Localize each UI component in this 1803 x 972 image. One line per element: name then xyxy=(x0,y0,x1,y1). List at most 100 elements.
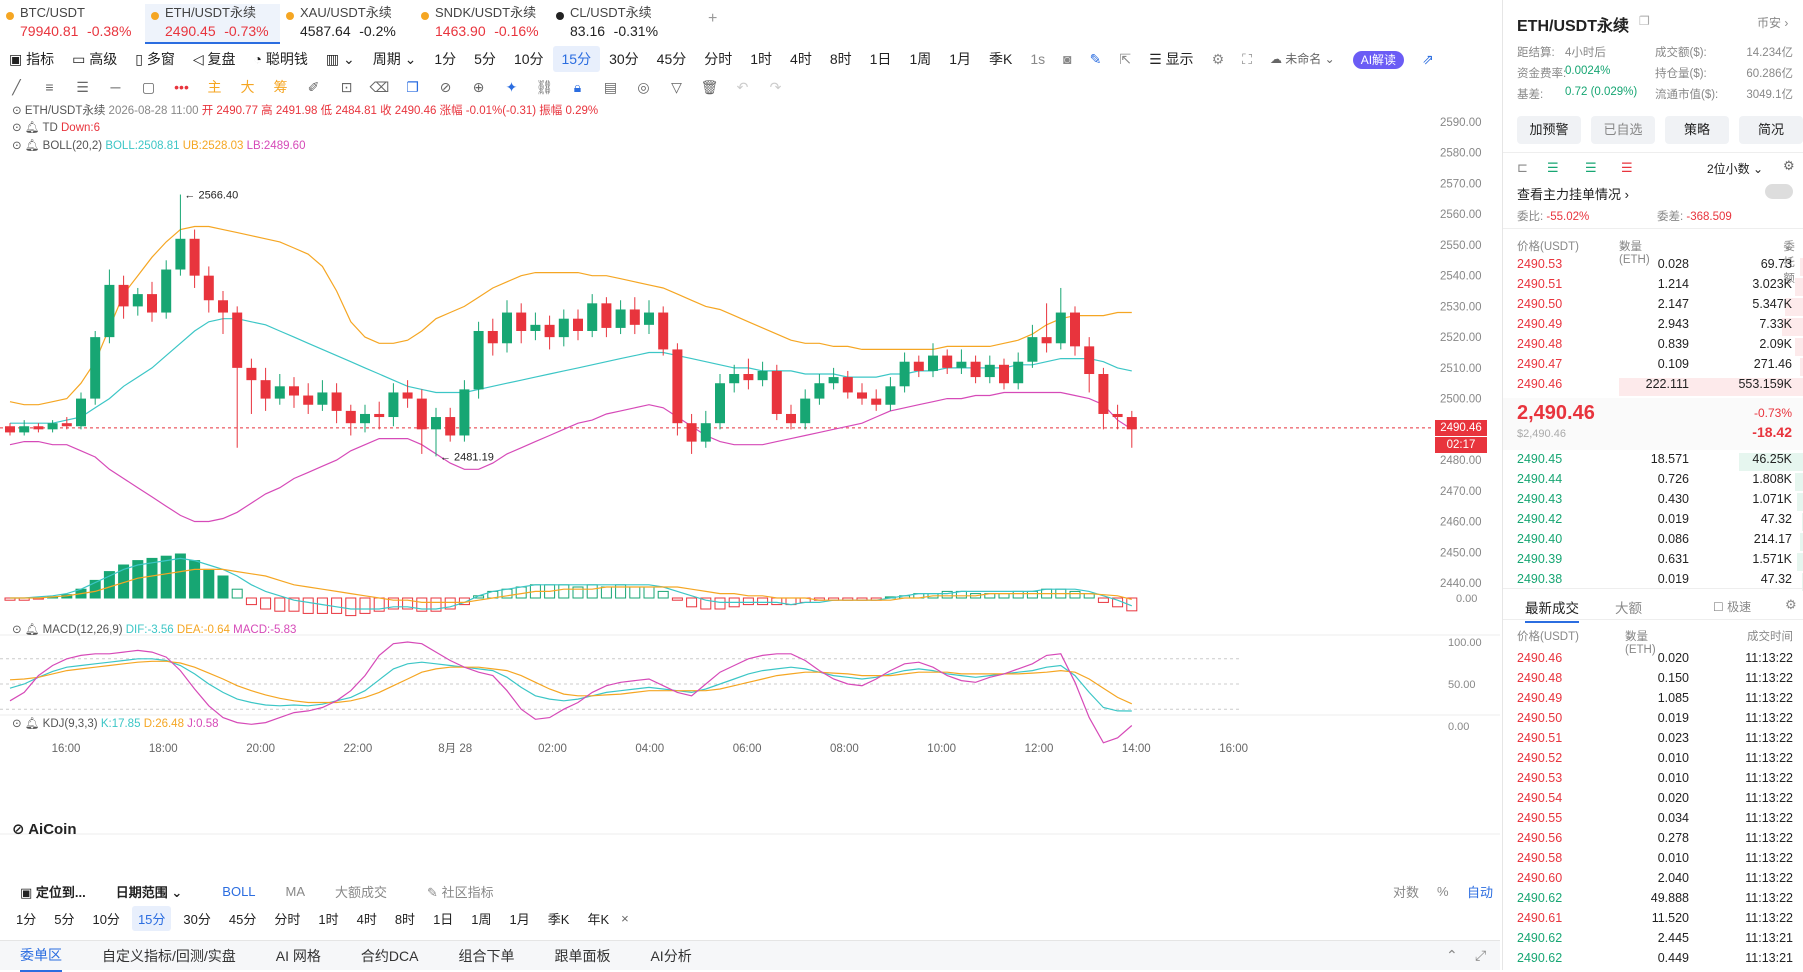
ticker-tab-sndk[interactable]: SNDK/USDT永续 1463.90 -0.16% xyxy=(415,4,550,44)
auto-scale-button[interactable]: 自动 xyxy=(1467,884,1494,900)
strategy-button[interactable]: 策略 xyxy=(1665,116,1729,144)
bottom-period-1[interactable]: 5分 xyxy=(54,911,75,927)
bottom-period-4[interactable]: 30分 xyxy=(183,911,211,927)
collapse-icon[interactable]: ⊙ xyxy=(12,122,22,134)
bottom-period-5[interactable]: 45分 xyxy=(228,911,257,927)
ticker-tab-xau[interactable]: XAU/USDT永续 4587.64 -0.2% xyxy=(280,4,415,44)
period-1mo[interactable]: 1月 xyxy=(949,51,972,67)
period-30m[interactable]: 30分 xyxy=(609,51,639,67)
ask-row[interactable]: 2490.53 0.028 69.73 xyxy=(1503,257,1803,277)
ob-view-icon[interactable]: ⊏ xyxy=(1517,160,1528,175)
panel-tab-2[interactable]: AI 网格 xyxy=(275,947,321,964)
pen-icon[interactable]: ✎ xyxy=(1089,51,1102,67)
expand-panel-icon[interactable]: ⤢ xyxy=(1475,947,1487,963)
bell-icon[interactable]: 🔔︎ xyxy=(24,140,40,152)
chart-type-button[interactable]: ▥ ⌄ xyxy=(325,51,355,67)
filter-icon[interactable]: ▽ xyxy=(671,78,682,95)
bottom-period-3[interactable]: 15分 xyxy=(131,905,172,931)
multi-window-button[interactable]: ▯ 多窗 xyxy=(135,51,175,67)
redo-icon[interactable]: ↷ xyxy=(769,78,782,95)
brush-icon[interactable]: ✐ xyxy=(307,78,320,95)
settings-icon[interactable]: ⚙ xyxy=(1785,597,1797,612)
measure-icon[interactable]: ⊡ xyxy=(340,78,353,95)
period-10m[interactable]: 10分 xyxy=(513,51,544,67)
period-timeline[interactable]: 分时 xyxy=(704,51,733,67)
template-icon[interactable]: ▤ xyxy=(603,78,618,95)
ticker-tab-cl[interactable]: CL/USDT永续 83.16 -0.31% xyxy=(550,4,685,44)
tab-latest-trades[interactable]: 最新成交 xyxy=(1525,597,1579,623)
overview-button[interactable]: 简况 xyxy=(1739,116,1803,144)
indicator-button[interactable]: ▣ 指标 xyxy=(9,51,55,67)
main-orders-link[interactable]: 查看主力挂单情况 › xyxy=(1517,187,1629,202)
bell-icon[interactable]: 🔔︎ xyxy=(24,122,40,134)
close-icon[interactable]: × xyxy=(621,910,629,926)
dots-tool-icon[interactable]: ••• xyxy=(174,79,189,95)
ai-interpret-button[interactable]: AI解读 xyxy=(1344,46,1413,72)
parallel-tool-icon[interactable]: ≡ xyxy=(45,79,54,95)
hide-icon[interactable]: ◎ xyxy=(637,78,650,95)
fullscreen-icon[interactable]: ⛶ xyxy=(1242,51,1252,67)
panel-tab-4[interactable]: 组合下单 xyxy=(458,947,515,964)
period-1d[interactable]: 1日 xyxy=(869,51,892,67)
bottom-period-11[interactable]: 1周 xyxy=(471,911,492,927)
watchlist-button[interactable]: 已自选 xyxy=(1591,116,1655,144)
ask-row[interactable]: 2490.49 2.943 7.33K xyxy=(1503,317,1803,337)
camera-icon[interactable]: ◙ xyxy=(1063,51,1072,67)
delete-icon[interactable]: 🗑︎ xyxy=(700,78,719,95)
add-alert-button[interactable]: 加预警 xyxy=(1517,116,1581,144)
ask-row[interactable]: 2490.50 2.147 5.347K xyxy=(1503,297,1803,317)
settings-icon[interactable]: ⚙ xyxy=(1783,158,1795,173)
period-dropdown[interactable]: 周期 ⌄ xyxy=(372,51,417,67)
panel-tab-6[interactable]: AI分析 xyxy=(650,947,692,964)
bottom-period-14[interactable]: 年K xyxy=(587,911,610,927)
period-45m[interactable]: 45分 xyxy=(656,51,687,67)
bid-row[interactable]: 2490.42 0.019 47.32 xyxy=(1503,512,1803,532)
bottom-period-2[interactable]: 10分 xyxy=(92,911,120,927)
ruler-icon[interactable]: ⊘ xyxy=(439,78,452,95)
bid-row[interactable]: 2490.40 0.086 214.17 xyxy=(1503,532,1803,552)
collapse-icon[interactable]: ⊙ xyxy=(12,624,22,636)
bottom-period-6[interactable]: 分时 xyxy=(274,911,301,927)
decimals-dropdown[interactable]: 2位小数 ⌄ xyxy=(1707,162,1764,176)
panel-tab-1[interactable]: 自定义指标/回测/实盘 xyxy=(102,947,236,964)
zoom-icon[interactable]: ⊕ xyxy=(472,78,485,95)
period-quarter[interactable]: 季K xyxy=(989,51,1013,67)
tab-boll[interactable]: BOLL xyxy=(222,883,256,899)
ask-row[interactable]: 2490.47 0.109 271.46 xyxy=(1503,357,1803,377)
settings-icon[interactable]: ⚙ xyxy=(1211,51,1225,67)
main-orders-toggle[interactable] xyxy=(1765,184,1793,199)
undo-icon[interactable]: ↶ xyxy=(736,78,749,95)
replay-button[interactable]: ◁ 复盘 xyxy=(192,51,236,67)
collapse-panel-icon[interactable]: ⌃ xyxy=(1446,947,1458,963)
rectangle-icon[interactable]: ▢ xyxy=(141,78,156,95)
period-8h[interactable]: 8时 xyxy=(829,51,852,67)
collapse-icon[interactable]: ⊙ xyxy=(12,105,22,117)
seconds-button[interactable]: 1s xyxy=(1030,51,1046,67)
ob-asks-icon[interactable]: ☰ xyxy=(1621,160,1633,175)
bottom-period-10[interactable]: 1日 xyxy=(433,911,454,927)
date-range-dropdown[interactable]: 日期范围 ⌄ xyxy=(115,884,183,900)
ob-header-qty[interactable]: 数量 (ETH) ⌄ xyxy=(1619,240,1650,266)
panel-tab-0[interactable]: 委单区 xyxy=(20,940,62,972)
collapse-icon[interactable]: ⊙ xyxy=(12,140,22,152)
layout-name-dropdown[interactable]: ☁ 未命名 ⌄ xyxy=(1269,52,1335,66)
bottom-period-9[interactable]: 8时 xyxy=(394,911,416,927)
panel-tab-5[interactable]: 跟单面板 xyxy=(554,947,611,964)
ask-row[interactable]: 2490.48 0.839 2.09K xyxy=(1503,337,1803,357)
chip-tool-icon[interactable]: 筹 xyxy=(273,79,288,95)
big-tool-icon[interactable]: 大 xyxy=(240,79,255,95)
period-4h[interactable]: 4时 xyxy=(790,51,812,67)
bell-icon[interactable]: 🔔︎ xyxy=(24,624,40,636)
magnet-icon[interactable]: ✦ xyxy=(505,78,518,95)
community-indicators-button[interactable]: ✎ 社区指标 xyxy=(427,884,494,900)
bottom-period-8[interactable]: 4时 xyxy=(356,911,377,927)
ask-row[interactable]: 2490.46 222.111 553.159K xyxy=(1503,377,1803,397)
period-5m[interactable]: 5分 xyxy=(474,51,496,67)
bid-row[interactable]: 2490.38 0.019 47.32 xyxy=(1503,572,1803,592)
percent-scale-button[interactable]: % xyxy=(1437,883,1449,899)
tab-ma[interactable]: MA xyxy=(285,883,306,899)
panel-tab-3[interactable]: 合约DCA xyxy=(360,947,419,964)
ob-bids-icon[interactable]: ☰ xyxy=(1585,160,1597,175)
locate-button[interactable]: ▣ 定位到... xyxy=(20,884,86,900)
smart-money-button[interactable]: ◔ 聪明钱 xyxy=(253,51,308,67)
